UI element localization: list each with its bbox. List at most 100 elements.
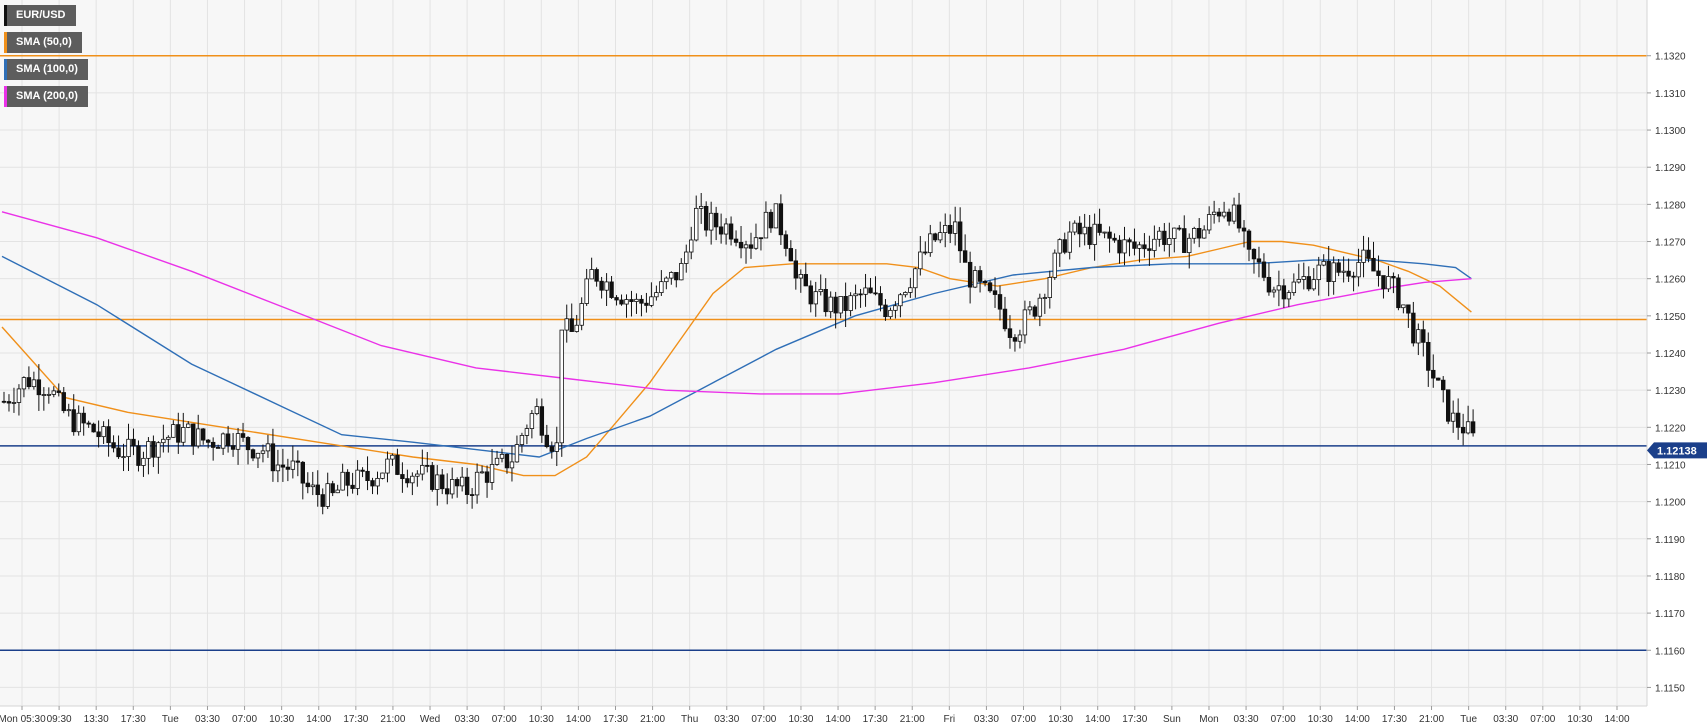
candle-body [290,460,296,470]
x-tick-label: 07:00 [232,714,257,725]
candle-body [694,207,699,241]
x-tick-label: Tue [162,714,179,725]
candle-body [908,287,913,293]
y-tick-label: 1.1200 [1655,498,1686,509]
candle-body [186,423,191,428]
candle-body [1470,421,1476,434]
candle-body [728,223,734,240]
candle-body [230,445,236,450]
y-tick-label: 1.1170 [1655,609,1685,620]
candle-body [1157,230,1162,240]
candle-body [1241,227,1247,232]
sma100-line [1,255,1472,458]
candle-body [1441,379,1446,391]
candle-body [1271,289,1277,293]
candle-body [91,423,96,433]
candle-body [141,457,146,466]
candle-body [260,450,266,454]
candle-body [1261,261,1267,278]
candle-body [778,203,784,236]
candle-body [46,393,52,396]
candle-body [1102,231,1107,234]
y-tick-label: 1.1310 [1655,89,1686,100]
candle-body [1431,369,1436,379]
candle-body [315,484,320,496]
candle-body [813,291,818,305]
candle-body [519,435,525,445]
candle-body [629,299,634,302]
x-tick-label: 10:30 [1567,714,1592,725]
y-tick-label: 1.1240 [1655,349,1686,360]
candle-body [1027,306,1033,311]
candle-body [838,296,843,314]
candle-body [599,280,604,291]
candle-body [196,428,201,447]
legend-symbol[interactable]: EUR/USD [4,5,76,26]
y-tick-label: 1.1250 [1655,312,1686,323]
current-price-tag: 1.12138 [1647,442,1707,459]
candle-body [1331,262,1336,282]
candle-body [933,233,938,241]
candle-body [66,409,71,412]
candle-body [818,288,823,293]
candle-body [564,318,569,331]
candle-body [758,237,764,240]
candlesticks [1,192,1476,515]
candle-body [898,294,903,307]
candle-body [176,424,181,443]
candle-body [962,250,968,263]
candle-body [534,406,540,415]
legend-sma-200[interactable]: SMA (200,0) [4,86,88,107]
candle-body [1231,204,1237,222]
candle-body [360,469,365,472]
candle-body [1341,270,1346,273]
sma-100-label: SMA (100,0) [16,63,78,75]
candle-body [1381,275,1386,290]
sma-100-swatch [4,59,7,80]
x-tick-label: 07:00 [1011,714,1036,725]
candle-body [1246,230,1252,250]
candle-body [1401,304,1406,309]
x-tick-label: 14:00 [1085,714,1110,725]
candle-body [1062,239,1067,253]
candle-body [330,483,335,494]
candle-body [1446,389,1451,422]
candle-body [1172,227,1177,239]
candle-body [61,392,66,412]
candle-body [420,465,425,475]
candle-body [554,442,559,452]
sma-lines [1,211,1472,477]
candle-body [410,475,415,484]
candle-body [494,457,500,465]
x-tick-label: 21:00 [900,714,925,725]
candle-body [1007,328,1013,338]
legend-sma-100[interactable]: SMA (100,0) [4,59,88,80]
y-tick-label: 1.1320 [1655,52,1686,63]
y-tick-label: 1.1300 [1655,126,1686,137]
x-tick-label: 03:30 [1493,714,1518,725]
candle-body [1047,277,1052,298]
candle-body [1082,226,1087,235]
candle-body [948,224,953,234]
x-tick-label: 10:30 [529,714,554,725]
y-tick-label: 1.1270 [1655,238,1686,249]
candle-body [708,212,714,231]
candle-body [440,474,445,490]
candle-body [166,436,171,440]
x-tick-label: Tue [1460,714,1477,725]
candle-body [529,413,535,429]
candle-body [1112,237,1117,241]
x-tick-label: 03:30 [1234,714,1259,725]
candle-body [654,292,659,298]
candle-body [156,442,161,458]
legend-sma-50[interactable]: SMA (50,0) [4,32,82,53]
candle-body [1057,239,1062,254]
candle-body [1137,244,1142,249]
candle-body [1256,258,1262,263]
candle-body [1197,227,1202,239]
candle-body [858,293,863,296]
candle-body [220,433,226,449]
x-tick-label: 17:30 [863,714,888,725]
candle-body [1017,334,1023,342]
